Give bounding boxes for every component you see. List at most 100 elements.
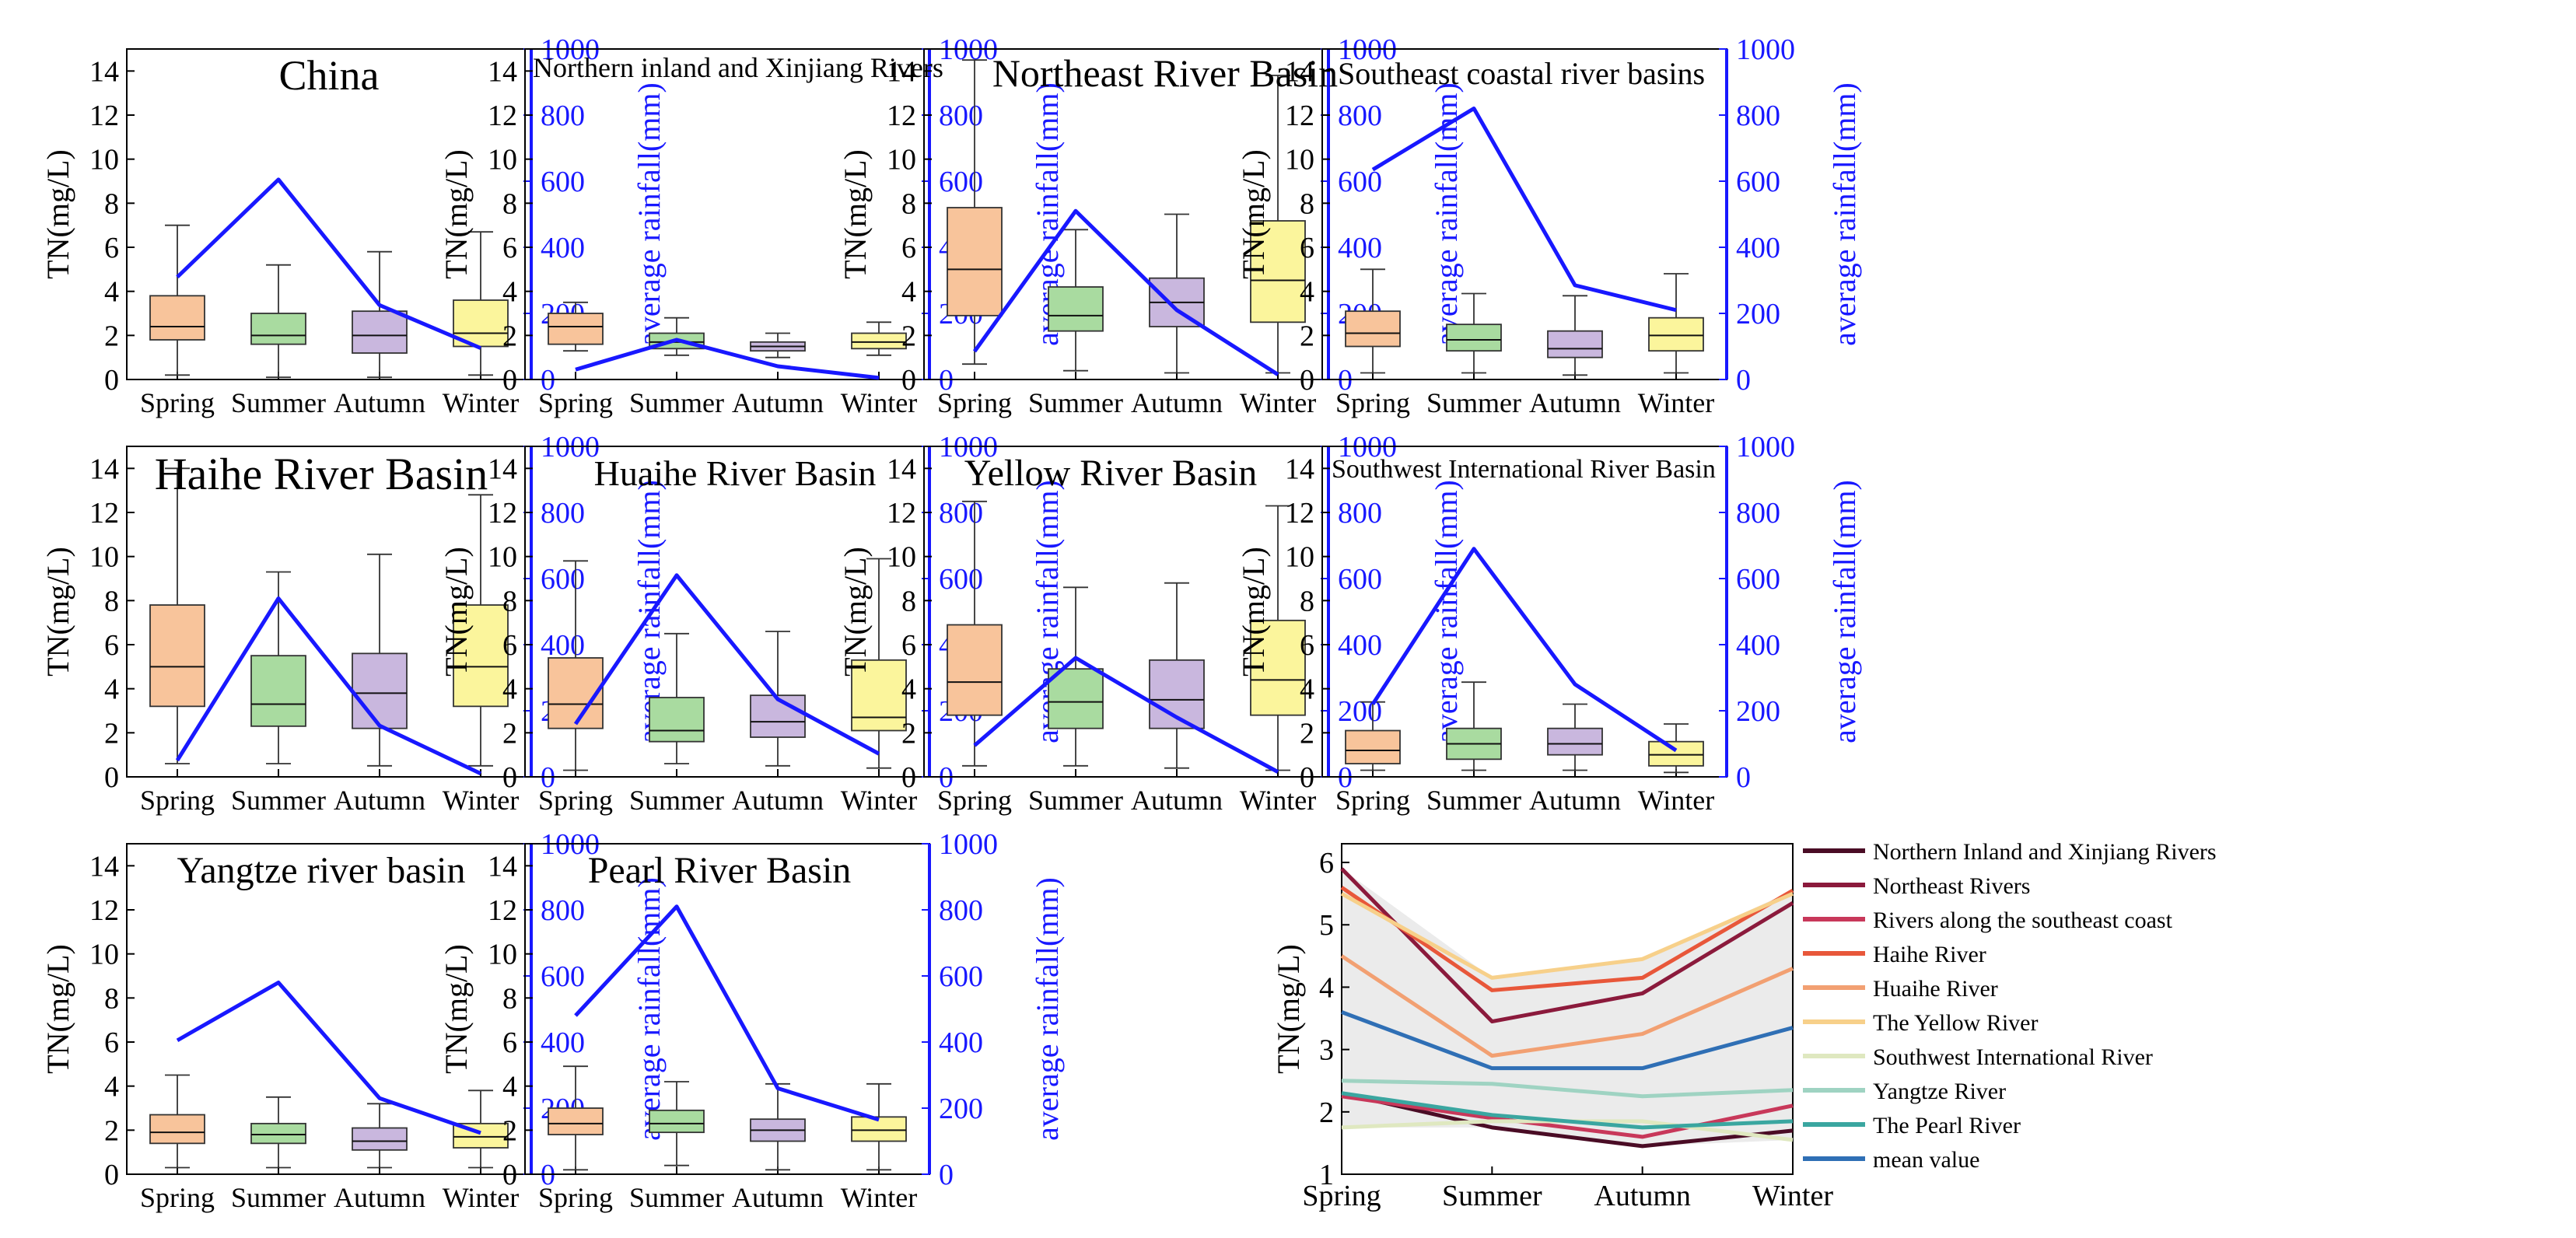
box-summer (1446, 292, 1502, 374)
box-iqr (250, 313, 306, 345)
tn-axis-title: TN(mg/L) (40, 149, 75, 279)
panel-10: 0 2 4 6 8 10 12 14 0 200 400 600 800 1000 Spring Summer… (439, 828, 1065, 1213)
box-iqr (250, 1122, 306, 1145)
box-winter (453, 494, 509, 767)
x-tick-label: Autumn (1131, 387, 1223, 418)
plot-frame (1321, 446, 1727, 778)
rainfall-tick-label: 800 (939, 100, 983, 132)
tn-axis-title: TN(mg/L) (40, 944, 75, 1074)
tn-tick-label: 12 (488, 100, 517, 132)
tn-tick-label: 0 (901, 761, 916, 794)
x-tick-label: Spring (140, 1182, 215, 1213)
series-line-10 (1341, 1010, 1794, 1071)
y-axis-title: TN(mg/L) (1271, 944, 1306, 1074)
panel-1: 0246810121402004006008001000SpringSummer… (40, 33, 667, 418)
rainfall-line (1370, 547, 1678, 753)
box-winter (453, 1089, 509, 1169)
series-line-2 (1340, 867, 1794, 1024)
box-spring (1345, 268, 1401, 374)
rainfall-axis-title: average rainfall(mm) (632, 877, 667, 1141)
x-tick-label: Autumn (1529, 387, 1621, 418)
box-iqr (352, 1127, 408, 1151)
tn-tick-label: 0 (104, 1159, 119, 1191)
rainfall-tick-label: 400 (1736, 629, 1780, 662)
box-autumn (1149, 582, 1205, 769)
rainfall-tick-label: 800 (939, 497, 983, 530)
x-tick-label: Summer (1028, 785, 1123, 816)
legend-label: Yangtze River (1873, 1079, 2006, 1104)
box-iqr (1648, 740, 1704, 767)
rainfall-tick-label: 400 (541, 629, 585, 662)
rainfall-axis-title: average rainfall(mm) (1429, 82, 1464, 346)
panel-title: Haihe River Basin (155, 449, 488, 499)
box-iqr (1250, 619, 1306, 716)
tn-tick-label: 6 (502, 629, 517, 662)
box-iqr (453, 299, 509, 348)
x-tick-label: Summer (231, 785, 326, 816)
box-iqr (1345, 310, 1401, 348)
tn-tick-label: 10 (488, 541, 517, 574)
y-tick-label: 6 (1319, 847, 1334, 880)
rainfall-line (175, 596, 482, 776)
x-tick-label: Spring (1302, 1180, 1381, 1212)
legend-label: Northeast Rivers (1873, 873, 2030, 899)
tn-axis-title: TN(mg/L) (439, 944, 474, 1074)
panel-title: Huaihe River Basin (594, 453, 877, 493)
x-tick-label: Autumn (334, 1182, 425, 1213)
box-iqr (548, 313, 604, 345)
rainfall-tick-label: 200 (1736, 695, 1780, 728)
x-tick-label: Spring (140, 387, 215, 418)
box-spring (548, 1065, 604, 1171)
tn-tick-label: 14 (887, 55, 916, 88)
tn-axis-title: TN(mg/L) (40, 547, 75, 677)
box-iqr (1547, 330, 1603, 358)
rainfall-line (1371, 107, 1677, 313)
panel-title: Yangtze river basin (177, 850, 465, 891)
box-iqr (1648, 316, 1704, 352)
legend-label: Huaihe River (1873, 976, 1998, 1002)
tn-tick-label: 8 (901, 187, 916, 220)
panel-title: Southwest International River Basin (1332, 455, 1716, 484)
tn-tick-label: 10 (89, 541, 119, 574)
tn-tick-label: 12 (89, 894, 119, 927)
tn-tick-label: 4 (104, 673, 119, 706)
tn-tick-label: 2 (1300, 320, 1314, 352)
box-iqr (1250, 220, 1306, 323)
legend-label: Southwest International River (1873, 1044, 2153, 1070)
legend: Northern Inland and Xinjiang Rivers North… (1803, 839, 2217, 1173)
box-summer (649, 632, 705, 764)
tn-tick-label: 14 (488, 850, 517, 883)
series-line-8 (1341, 1079, 1794, 1099)
box-iqr (947, 207, 1003, 316)
tn-tick-label: 14 (89, 55, 119, 88)
rainfall-tick-label: 400 (541, 1026, 585, 1059)
tn-tick-label: 6 (104, 629, 119, 662)
box-summer (649, 1081, 705, 1166)
legend-label: Northern Inland and Xinjiang Rivers (1873, 839, 2217, 865)
box-winter (1648, 273, 1704, 374)
tn-tick-label: 4 (502, 673, 517, 706)
tn-tick-label: 4 (104, 276, 119, 309)
rainfall-tick-label: 400 (541, 232, 585, 264)
rainfall-tick-label: 800 (1338, 100, 1382, 132)
tn-tick-label: 12 (887, 497, 916, 530)
tn-tick-label: 2 (104, 717, 119, 750)
legend-label: The Pearl River (1873, 1113, 2021, 1138)
tn-tick-label: 14 (89, 453, 119, 485)
x-tick-label: Spring (140, 785, 215, 816)
tn-tick-label: 0 (502, 761, 517, 794)
tn-tick-label: 2 (901, 717, 916, 750)
panel-title: Northeast River Basin (992, 51, 1338, 95)
tn-tick-label: 2 (502, 1114, 517, 1147)
x-tick-label: Autumn (1594, 1180, 1691, 1212)
x-tick-label: Winter (1638, 387, 1715, 418)
rainfall-axis-title: average rainfall(mm) (1030, 877, 1065, 1141)
tn-tick-label: 14 (89, 850, 119, 883)
box-iqr (548, 657, 604, 729)
panel-4: 0 2 4 6 8 10 12 14 0 200 400 600 800 1000 Spring Summer… (1236, 33, 1862, 418)
box-iqr (250, 655, 306, 727)
rainfall-axis-title: average rainfall(mm) (1827, 480, 1862, 743)
box-spring (548, 560, 604, 771)
box-summer (1446, 681, 1502, 771)
